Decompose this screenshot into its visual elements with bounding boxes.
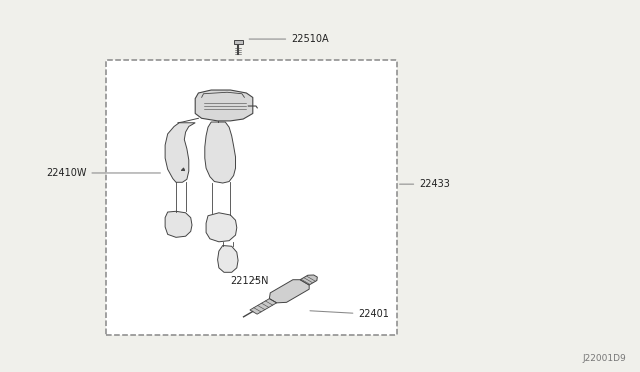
Polygon shape [205, 122, 236, 183]
Bar [106, 60, 397, 335]
Text: 22410W: 22410W [46, 168, 161, 178]
Polygon shape [165, 211, 192, 237]
Polygon shape [165, 123, 195, 182]
Polygon shape [218, 246, 238, 272]
FancyBboxPatch shape [234, 40, 243, 44]
Polygon shape [195, 90, 253, 121]
Text: J22001D9: J22001D9 [582, 354, 626, 363]
Polygon shape [300, 275, 317, 285]
Text: 22125N: 22125N [230, 276, 269, 286]
Polygon shape [250, 299, 276, 314]
Text: 22433: 22433 [399, 179, 450, 189]
Polygon shape [206, 213, 237, 242]
Polygon shape [269, 280, 309, 303]
Text: 22510A: 22510A [249, 34, 329, 44]
Text: 22401: 22401 [310, 310, 389, 319]
